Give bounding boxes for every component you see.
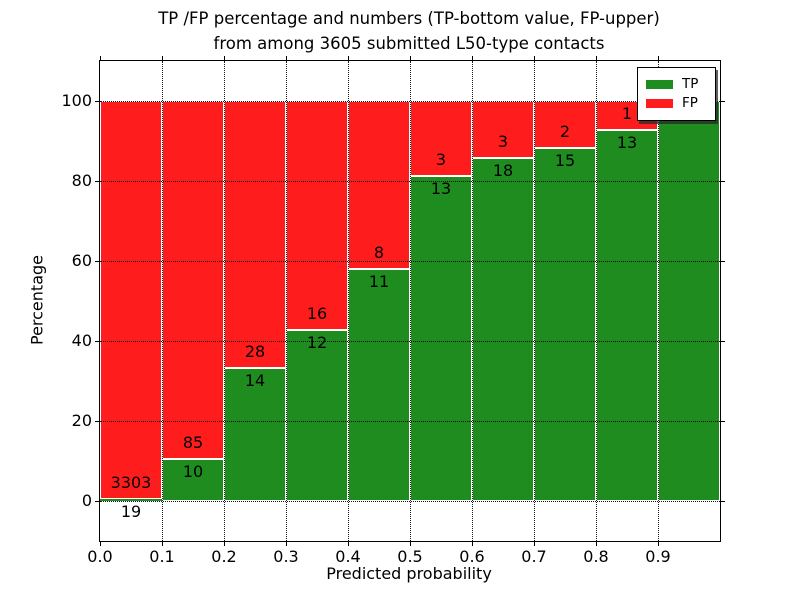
x-tick-bottom <box>348 541 349 546</box>
y-tick-left <box>95 181 100 182</box>
y-tick-right <box>720 101 725 102</box>
bar-segment-tp <box>286 329 348 501</box>
y-tick-right <box>720 181 725 182</box>
y-tick-left <box>95 341 100 342</box>
vertical-gridline <box>596 61 597 541</box>
y-tick-right <box>720 501 725 502</box>
x-tick-label: 0.4 <box>335 547 361 566</box>
vertical-gridline <box>534 61 535 541</box>
x-tick-top <box>472 56 473 61</box>
tp-color-swatch <box>646 80 673 89</box>
chart-title-line1: TP /FP percentage and numbers (TP-bottom… <box>158 9 660 28</box>
x-tick-top <box>410 56 411 61</box>
legend-label-tp: TP <box>682 76 699 92</box>
x-tick-label: 0.0 <box>87 547 113 566</box>
x-tick-bottom <box>410 541 411 546</box>
legend-item-tp: TP <box>646 76 708 93</box>
x-tick-bottom <box>658 541 659 546</box>
tp-count-label: 19 <box>120 501 142 521</box>
legend-label-fp: FP <box>682 95 698 111</box>
bar-segment-fp <box>286 101 348 330</box>
vertical-gridline <box>658 61 659 541</box>
legend: TP FP <box>637 67 716 121</box>
bar-segment-tp <box>224 367 286 501</box>
x-tick-bottom <box>286 541 287 546</box>
x-tick-top <box>596 56 597 61</box>
y-axis-label: Percentage <box>27 254 47 346</box>
y-tick-left <box>95 421 100 422</box>
vertical-gridline <box>472 61 473 541</box>
bar-segment-fp <box>224 101 286 368</box>
bar-segment-fp <box>100 101 162 499</box>
y-tick-label: 80 <box>71 171 92 190</box>
chart-title-line2: from among 3605 submitted L50-type conta… <box>213 34 605 53</box>
chart-title: TP /FP percentage and numbers (TP-bottom… <box>158 6 660 56</box>
bar-segment-tp <box>410 176 472 501</box>
x-tick-label: 0.8 <box>583 547 609 566</box>
bar-segment-tp <box>100 498 162 501</box>
x-tick-label: 0.6 <box>459 547 485 566</box>
x-tick-top <box>534 56 535 61</box>
x-tick-top <box>286 56 287 61</box>
y-tick-left <box>95 501 100 502</box>
bar-segment-tp <box>162 458 224 501</box>
x-tick-top <box>658 56 659 61</box>
bar-segment-tp <box>348 269 410 501</box>
x-axis-label: Predicted probability <box>326 564 492 583</box>
x-tick-label: 0.7 <box>521 547 547 566</box>
y-tick-label: 60 <box>71 251 92 270</box>
bar-segment-tp <box>472 158 534 501</box>
x-tick-label: 0.3 <box>273 547 299 566</box>
x-tick-top <box>162 56 163 61</box>
x-tick-label: 0.2 <box>211 547 237 566</box>
x-tick-top <box>224 56 225 61</box>
vertical-gridline <box>410 61 411 541</box>
x-tick-bottom <box>162 541 163 546</box>
vertical-gridline <box>162 61 163 541</box>
vertical-gridline <box>224 61 225 541</box>
x-tick-bottom <box>100 541 101 546</box>
x-tick-top <box>348 56 349 61</box>
y-tick-label: 0 <box>81 491 92 510</box>
y-tick-label: 40 <box>71 331 92 350</box>
bar-segment-tp <box>534 148 596 501</box>
bar-segment-fp <box>472 101 534 159</box>
bar-segment-fp <box>348 101 410 270</box>
bar-segment-fp <box>534 101 596 149</box>
fp-color-swatch <box>646 99 673 108</box>
x-tick-bottom <box>596 541 597 546</box>
y-tick-label: 20 <box>71 411 92 430</box>
x-tick-label: 0.1 <box>149 547 175 566</box>
vertical-gridline <box>286 61 287 541</box>
y-tick-right <box>720 341 725 342</box>
y-tick-right <box>720 421 725 422</box>
x-tick-bottom <box>224 541 225 546</box>
y-tick-label: 100 <box>61 91 92 110</box>
x-tick-label: 0.9 <box>645 547 671 566</box>
x-tick-label: 0.5 <box>397 547 423 566</box>
x-tick-bottom <box>472 541 473 546</box>
legend-item-fp: FP <box>646 95 708 112</box>
y-tick-left <box>95 261 100 262</box>
vertical-gridline <box>348 61 349 541</box>
x-tick-top <box>100 56 101 61</box>
bar-segment-fp <box>162 101 224 459</box>
bar-segment-tp <box>658 101 720 501</box>
y-tick-left <box>95 101 100 102</box>
plot-area: 33031985102814161281131331821511331 0.00… <box>61 56 725 566</box>
bar-segment-tp <box>596 129 658 501</box>
x-tick-bottom <box>534 541 535 546</box>
y-tick-right <box>720 261 725 262</box>
bar-segment-fp <box>410 101 472 176</box>
